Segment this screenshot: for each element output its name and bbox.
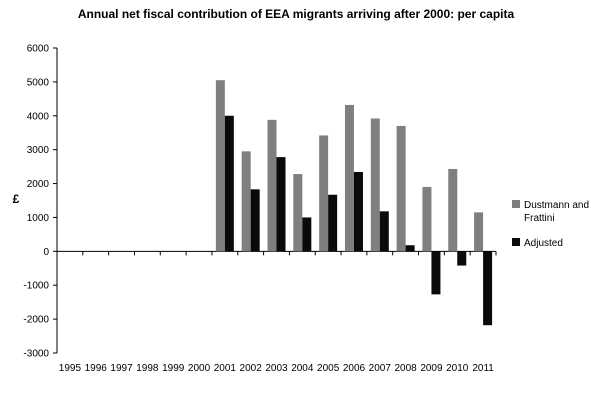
legend: Dustmann and Frattini Adjusted — [512, 200, 589, 249]
bar-adjusted — [483, 251, 493, 326]
x-tick-label: 2005 — [317, 363, 340, 374]
x-tick-label: 2001 — [214, 363, 237, 374]
bar-dustmann-frattini — [396, 125, 406, 252]
bar-adjusted — [250, 189, 260, 252]
x-tick-label: 1996 — [85, 363, 108, 374]
bar-dustmann-frattini — [293, 174, 303, 252]
chart-title: Annual net fiscal contribution of EEA mi… — [78, 7, 515, 21]
y-tick-label: -1000 — [23, 281, 49, 292]
legend-swatch — [512, 200, 520, 208]
y-tick-label: 3000 — [27, 145, 50, 156]
bar-dustmann-frattini — [344, 104, 354, 252]
x-tick-label: 1997 — [110, 363, 133, 374]
bar-adjusted — [276, 157, 286, 252]
bar-adjusted — [431, 251, 441, 295]
x-tick-label: 1995 — [59, 363, 82, 374]
x-tick-label: 2009 — [420, 363, 443, 374]
axes: -3000 -2000 -1000 0 1000 2000 3000 4000 5000 6000… — [23, 44, 497, 374]
bar-dustmann-frattini — [422, 186, 432, 252]
y-tick-label: 5000 — [27, 77, 50, 88]
bar-adjusted — [224, 115, 234, 252]
legend-swatch — [512, 238, 520, 246]
y-tick-label: 0 — [43, 247, 49, 258]
bar-adjusted — [405, 245, 415, 252]
bar-adjusted — [353, 172, 363, 252]
bar-dustmann-frattini — [215, 80, 225, 252]
x-tick-label: 2000 — [188, 363, 211, 374]
bar-adjusted — [379, 211, 389, 252]
x-tick-label: 2008 — [394, 363, 417, 374]
y-tick-label: -2000 — [23, 315, 49, 326]
bars — [215, 80, 493, 326]
x-tick-label: 2004 — [291, 363, 314, 374]
y-tick-label: 6000 — [27, 44, 50, 55]
y-tick-label: 1000 — [27, 213, 50, 224]
bar-adjusted — [457, 251, 467, 266]
x-tick-label: 1998 — [136, 363, 159, 374]
bar-dustmann-frattini — [370, 118, 380, 252]
bar-dustmann-frattini — [448, 168, 458, 252]
x-tick-label: 2010 — [446, 363, 469, 374]
bar-adjusted — [302, 217, 312, 252]
x-tick-label: 1999 — [162, 363, 185, 374]
bar-dustmann-frattini — [267, 119, 277, 252]
legend-label-adjusted: Adjusted — [524, 238, 563, 249]
x-tick-label: 2002 — [240, 363, 263, 374]
bar-adjusted — [328, 194, 338, 252]
x-tick-label: 2007 — [369, 363, 392, 374]
bar-dustmann-frattini — [319, 135, 329, 252]
x-tick-label: 2003 — [265, 363, 288, 374]
x-tick-label: 2006 — [343, 363, 366, 374]
bar-dustmann-frattini — [474, 212, 484, 252]
legend-label-dustmann-frattini: Dustmann and Frattini — [524, 200, 589, 224]
y-tick-label: 4000 — [27, 111, 50, 122]
y-tick-label: 2000 — [27, 179, 50, 190]
bar-dustmann-frattini — [241, 151, 251, 252]
y-tick-label: -3000 — [23, 349, 49, 360]
y-axis-label: £ — [13, 192, 20, 206]
x-tick-label: 2011 — [472, 363, 494, 374]
